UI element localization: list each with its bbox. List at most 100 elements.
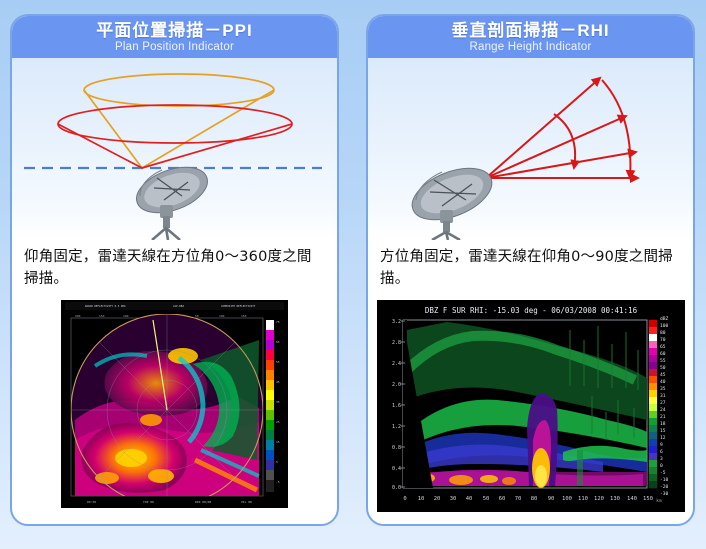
svg-text:150: 150 (241, 314, 247, 318)
svg-text:30: 30 (449, 496, 456, 502)
svg-text:35: 35 (660, 386, 666, 392)
svg-text:10: 10 (417, 496, 424, 502)
radar-dish-antenna-icon (136, 166, 208, 240)
ppi-colorbar: 75 65 55 45 35 25 15 5 -5 (266, 320, 280, 492)
svg-text:35: 35 (276, 400, 280, 404)
rhi-sweep-arc-icons (553, 79, 636, 180)
ppi-radar-display: RADAR REFLECTIVITY 0.5 DEG CAP-DBZ COMPO… (61, 300, 288, 508)
svg-text:5: 5 (276, 460, 278, 464)
svg-text:27: 27 (660, 400, 666, 406)
svg-text:0: 0 (403, 496, 406, 502)
svg-text:24: 24 (660, 407, 666, 413)
lower-cone-icon (57, 104, 293, 169)
svg-text:21: 21 (660, 414, 666, 420)
ppi-bottom-labels: 09:30 TOP 00 DIR 00/00 VIL 00 (87, 500, 252, 504)
svg-text:2.0: 2.0 (391, 382, 400, 388)
svg-text:40: 40 (660, 379, 666, 385)
svg-text:150: 150 (99, 314, 105, 318)
svg-text:18: 18 (660, 421, 666, 427)
svg-text:dBZ: dBZ (660, 316, 669, 322)
ppi-caption: 仰角固定，雷達天線在方位角0～360度之間掃描。 (24, 249, 312, 287)
rhi-echo-field (402, 320, 647, 488)
svg-text:TOP 00: TOP 00 (143, 500, 154, 504)
rhi-x-axis: 0 10 20 30 40 50 60 70 80 90 100 110 120… (403, 496, 662, 504)
svg-text:100: 100 (123, 314, 129, 318)
svg-text:2.8: 2.8 (391, 340, 400, 346)
svg-text:55: 55 (276, 360, 280, 364)
svg-text:140: 140 (627, 496, 637, 502)
svg-text:65: 65 (660, 344, 666, 350)
svg-text:50: 50 (482, 496, 489, 502)
svg-text:90: 90 (547, 496, 554, 502)
svg-text:50: 50 (660, 365, 666, 371)
ppi-scan-diagram (12, 58, 337, 240)
radar-dish-antenna-icon (411, 167, 493, 240)
svg-text:150: 150 (643, 496, 653, 502)
svg-text:100: 100 (562, 496, 572, 502)
svg-text:1.2: 1.2 (391, 424, 400, 430)
svg-text:60: 60 (498, 496, 505, 502)
svg-text:DIR 00/00: DIR 00/00 (195, 500, 211, 504)
svg-text:80: 80 (530, 496, 537, 502)
svg-text:50: 50 (195, 314, 199, 318)
svg-text:0.4: 0.4 (391, 466, 400, 472)
svg-text:COMPOSITE REFLECTIVITY: COMPOSITE REFLECTIVITY (221, 304, 256, 308)
svg-text:120: 120 (594, 496, 604, 502)
svg-text:100: 100 (219, 314, 225, 318)
rhi-x-unit: km (656, 498, 662, 504)
upper-cone-icon (83, 73, 275, 169)
svg-text:75: 75 (276, 320, 280, 324)
panel-rhi-title-en: Range Height Indicator (469, 40, 592, 53)
svg-text:-5: -5 (660, 470, 666, 476)
svg-text:3: 3 (660, 456, 663, 462)
svg-text:9: 9 (660, 442, 663, 448)
svg-text:110: 110 (578, 496, 588, 502)
svg-text:12: 12 (660, 435, 666, 441)
panel-rhi-header: 垂直剖面掃描－RHI Range Height Indicator (368, 16, 693, 58)
svg-text:2.4: 2.4 (391, 361, 400, 367)
svg-text:20: 20 (433, 496, 440, 502)
panel-ppi-title-cn: 平面位置掃描－PPI (96, 20, 253, 40)
svg-text:31: 31 (660, 393, 666, 399)
svg-text:6: 6 (660, 449, 663, 455)
svg-text:0.0: 0.0 (391, 485, 400, 491)
rhi-y-axis: 3.2 2.8 2.4 2.0 1.6 1.2 0.8 0.4 0.0 (391, 319, 400, 491)
ppi-header-strip: RADAR REFLECTIVITY 0.5 DEG CAP-DBZ COMPO… (65, 302, 284, 310)
svg-text:-30: -30 (660, 491, 669, 497)
svg-text:3.2: 3.2 (391, 319, 400, 325)
svg-text:70: 70 (514, 496, 521, 502)
svg-text:1.6: 1.6 (391, 403, 400, 409)
svg-text:-20: -20 (660, 484, 669, 490)
svg-text:60: 60 (660, 351, 666, 357)
panel-ppi: 平面位置掃描－PPI Plan Position Indicator (10, 14, 339, 526)
svg-text:-5: -5 (276, 480, 280, 484)
svg-text:15: 15 (660, 428, 666, 434)
svg-text:80: 80 (660, 330, 666, 336)
svg-text:45: 45 (660, 372, 666, 378)
rhi-scan-diagram (368, 58, 693, 240)
svg-text:VIL 00: VIL 00 (241, 500, 252, 504)
panel-rhi: 垂直剖面掃描－RHI Range Height Indicator (366, 14, 695, 526)
svg-text:65: 65 (276, 340, 280, 344)
svg-text:-10: -10 (660, 477, 669, 483)
rhi-radar-display: DBZ F SUR RHI: -15.03 deg - 06/03/2008 0… (376, 300, 685, 512)
svg-text:0.8: 0.8 (391, 445, 400, 451)
svg-text:40: 40 (465, 496, 472, 502)
svg-text:100: 100 (660, 323, 669, 329)
rhi-title: DBZ F SUR RHI: -15.03 deg - 06/03/2008 0… (424, 306, 637, 315)
svg-text:0: 0 (660, 463, 663, 469)
panel-ppi-title-en: Plan Position Indicator (114, 40, 235, 53)
svg-text:CAP-DBZ: CAP-DBZ (173, 304, 184, 308)
svg-text:70: 70 (660, 337, 666, 343)
svg-text:45: 45 (276, 380, 280, 384)
svg-text:09:30: 09:30 (87, 500, 96, 504)
rhi-caption: 方位角固定，雷達天線在仰角0～90度之間掃描。 (380, 249, 673, 287)
svg-text:25: 25 (276, 420, 280, 424)
panel-ppi-header: 平面位置掃描－PPI Plan Position Indicator (12, 16, 337, 58)
rhi-beam-icons (485, 76, 640, 183)
svg-text:15: 15 (276, 440, 280, 444)
ppi-echo-field (71, 314, 263, 496)
svg-text:200: 200 (75, 314, 81, 318)
